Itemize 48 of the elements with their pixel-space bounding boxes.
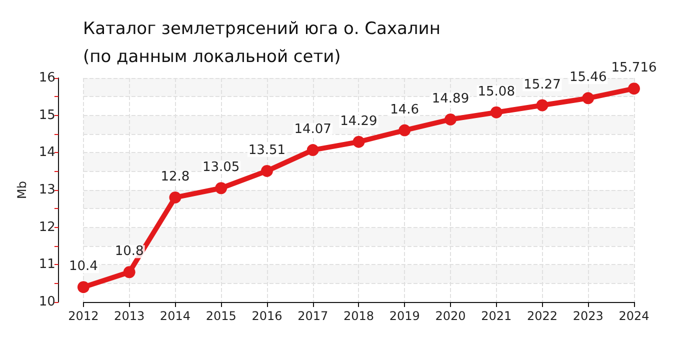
x-tick-label: 2020 <box>435 309 466 323</box>
point <box>444 113 456 126</box>
y-axis-title: Mb <box>15 181 29 199</box>
y-tick-label: 11 <box>38 257 56 272</box>
point <box>306 144 319 156</box>
point <box>169 191 182 204</box>
point <box>352 136 365 148</box>
point <box>628 82 640 95</box>
x-tick-label: 2014 <box>160 309 190 323</box>
data-label: 13.51 <box>248 142 286 158</box>
data-label: 10.4 <box>68 259 98 274</box>
y-tick-label: 16 <box>38 70 56 86</box>
x-tick-label: 2018 <box>343 309 374 323</box>
data-label: 12.8 <box>160 169 190 184</box>
data-label: 13.05 <box>202 160 240 176</box>
x-tick-label: 2012 <box>68 309 99 323</box>
y-tick-label: 10 <box>38 294 56 310</box>
data-label: 14.29 <box>340 114 378 129</box>
point <box>123 266 136 278</box>
point <box>582 92 594 104</box>
chart-title: Каталог землетрясений юга о. Сахалин (по данным локальной сети) <box>83 19 446 67</box>
x-tick-label: 2017 <box>298 309 328 323</box>
data-label: 10.8 <box>114 244 144 260</box>
point <box>77 281 90 294</box>
data-label: 15.716 <box>611 60 657 76</box>
x-tick-label: 2021 <box>481 309 512 323</box>
data-label: 14.6 <box>390 102 420 118</box>
data-label: 15.46 <box>570 70 607 86</box>
y-tick-label: 13 <box>38 182 56 198</box>
x-tick-label: 2013 <box>114 309 145 323</box>
y-tick-label: 15 <box>38 108 56 123</box>
data-label: 15.27 <box>524 77 561 92</box>
y-tick-label: 12 <box>38 220 56 235</box>
point <box>536 99 548 112</box>
point <box>260 164 273 177</box>
x-tick-label: 2024 <box>618 309 650 323</box>
point <box>215 182 228 194</box>
y-tick-label: 14 <box>38 145 56 160</box>
data-label: 15.08 <box>478 84 515 100</box>
point <box>398 124 411 136</box>
point <box>490 106 502 118</box>
data-label: 14.89 <box>432 91 470 106</box>
x-tick-label: 2019 <box>389 309 420 323</box>
x-tick-label: 2015 <box>206 309 236 323</box>
x-tick-label: 2022 <box>526 309 558 323</box>
data-label: 14.07 <box>294 122 332 138</box>
x-tick-label: 2023 <box>572 309 604 323</box>
x-tick-label: 2016 <box>252 309 282 323</box>
